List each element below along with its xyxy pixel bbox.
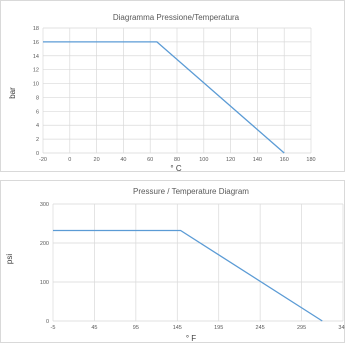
gridlines [52,203,344,322]
x-tick-label: 20 [94,157,100,163]
x-tick-label: 345 [338,325,345,331]
y-tick-label: 8 [36,95,39,101]
y-tick-label: 300 [40,202,49,208]
x-axis-label: ° F [186,334,196,343]
y-tick-label: 6 [36,109,39,115]
x-tick-label: 140 [253,157,262,163]
x-tick-label: 195 [214,325,223,331]
y-tick-label: 12 [33,68,39,74]
x-tick-label: 120 [226,157,235,163]
y-tick-label: 4 [36,123,39,129]
gridlines [42,27,312,154]
series-line [43,41,285,154]
y-tick-label: 14 [33,54,39,60]
chart-title: Diagramma Pressione/Temperatura [113,13,240,22]
x-tick-label: 95 [133,325,139,331]
chart-panel-celsius: Diagramma Pressione/Temperatura bar ° C … [0,0,345,173]
y-tick-label: 100 [40,280,49,286]
x-tick-label: 60 [147,157,153,163]
pressure-temperature-chart-fahrenheit: Pressure / Temperature Diagram psi ° F 0… [5,187,345,343]
pressure-temperature-chart-celsius: Diagramma Pressione/Temperatura bar ° C … [8,13,316,173]
chart-title: Pressure / Temperature Diagram [133,187,249,196]
x-tick-label: 180 [306,157,315,163]
x-tick-label: 100 [199,157,208,163]
y-tick-label: 0 [36,151,39,157]
x-tick-label: 45 [91,325,97,331]
y-tick-label: 200 [40,241,49,247]
x-tick-label: 0 [68,157,71,163]
x-tick-label: -5 [51,325,56,331]
x-tick-label: 145 [173,325,182,331]
x-tick-label: 245 [256,325,265,331]
y-tick-label: 16 [33,40,39,46]
y-tick-label: 0 [46,319,49,325]
y-tick-label: 2 [36,137,39,143]
y-tick-label: 10 [33,82,39,88]
x-tick-label: 80 [174,157,180,163]
x-tick-label: -20 [39,157,47,163]
x-tick-label: 40 [120,157,126,163]
x-tick-label: 295 [297,325,306,331]
series-line [53,229,323,322]
x-tick-label: 160 [280,157,289,163]
y-axis-label: bar [8,87,17,99]
chart-panel-fahrenheit: Pressure / Temperature Diagram psi ° F 0… [0,180,345,343]
x-axis-label: ° C [170,164,181,173]
y-axis-label: psi [5,254,14,264]
y-tick-label: 18 [33,26,39,32]
